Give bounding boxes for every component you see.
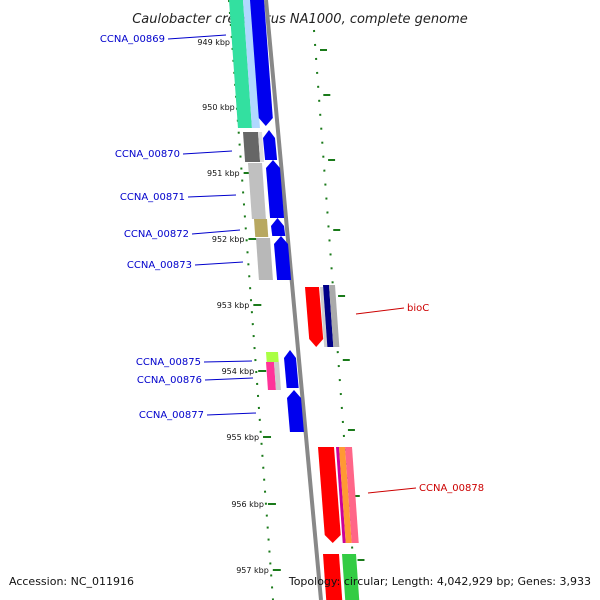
gene-label: bioC	[407, 303, 429, 314]
gene-leader-line	[206, 412, 257, 416]
accession-text: Accession: NC_011916	[9, 575, 135, 588]
genome-backbone	[264, 0, 323, 600]
genome-summary-text: Topology: circular; Length: 4,042,929 bp…	[288, 575, 591, 588]
cds-block	[345, 447, 359, 543]
gene-arrow	[284, 350, 299, 388]
cds-block	[229, 0, 252, 128]
gene-leader-line	[203, 360, 253, 363]
cds-block	[258, 132, 265, 162]
gene-labels: CCNA_00869 CCNA_00870 CCNA_00871 CCNA_00872…	[100, 34, 484, 494]
cds-block	[248, 163, 266, 219]
gene-arrow	[271, 218, 286, 236]
tick-label: 949 kbp	[197, 38, 230, 47]
cds-block	[339, 447, 352, 543]
tick-label: 955 kbp	[226, 433, 259, 442]
cds-block	[266, 352, 279, 362]
gene-leader-line	[167, 34, 227, 40]
gene-arrow	[250, 0, 273, 126]
gene-leader-line	[194, 261, 244, 266]
gene-leader-line	[367, 487, 417, 494]
tick-track	[228, 0, 274, 600]
tick-label: 956 kbp	[231, 500, 264, 509]
tick-label: 952 kbp	[212, 235, 245, 244]
cds-block	[243, 0, 260, 128]
gene-arrow	[263, 130, 278, 160]
cds-block	[323, 554, 343, 600]
gene-label: CCNA_00869	[100, 34, 165, 45]
tick-label: 953 kbp	[217, 301, 250, 310]
cds-block	[323, 285, 334, 347]
gene-label: CCNA_00873	[127, 260, 192, 271]
gene-label: CCNA_00870	[115, 149, 180, 160]
gene-arrow	[266, 160, 285, 218]
gene-label: CCNA_00877	[139, 410, 204, 421]
gene-arrow	[287, 390, 304, 432]
gene-label: CCNA_00872	[124, 229, 189, 240]
gene-leader-line	[191, 229, 241, 235]
gene-arrow	[318, 447, 341, 543]
cds-block	[320, 287, 328, 347]
gene-label: CCNA_00878	[419, 483, 484, 494]
gene-arrow	[305, 287, 324, 347]
cds-block	[243, 132, 261, 162]
cds-block	[254, 219, 269, 237]
gene-label: CCNA_00875	[136, 357, 201, 368]
gene-leader-line	[187, 194, 237, 198]
gene-label: CCNA_00871	[120, 192, 185, 203]
tick-label: 957 kbp	[236, 566, 269, 575]
cds-block	[336, 447, 346, 543]
gene-leader-line	[204, 377, 254, 381]
cds-block	[329, 285, 340, 347]
cds-block	[266, 362, 276, 390]
gene-blocks	[229, 0, 360, 600]
gene-leader-line	[355, 307, 405, 315]
cds-block	[274, 362, 281, 390]
gene-leader-line	[182, 150, 233, 155]
tick-label: 954 kbp	[222, 367, 255, 376]
tick-label: 950 kbp	[202, 103, 235, 112]
tick-label: 951 kbp	[207, 169, 240, 178]
gene-arrow	[274, 236, 292, 280]
cds-block	[256, 238, 273, 280]
cds-block	[342, 554, 360, 600]
gene-label: CCNA_00876	[137, 375, 202, 386]
map-title: Caulobacter crescentus NA1000, complete …	[132, 12, 468, 27]
